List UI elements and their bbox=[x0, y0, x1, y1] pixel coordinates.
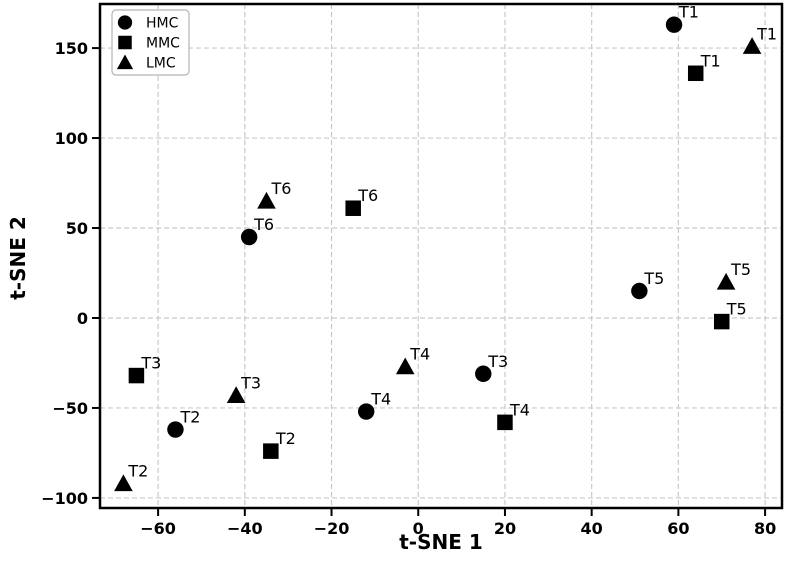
lmc-t5-marker bbox=[716, 272, 736, 290]
mmc-t6-marker bbox=[345, 200, 361, 216]
lmc-t6-marker bbox=[257, 191, 276, 209]
point-label-lmc-t4: T4 bbox=[409, 345, 430, 364]
legend: HMC MMC LMC bbox=[111, 9, 190, 76]
legend-box bbox=[111, 9, 190, 76]
mmc-t2-marker bbox=[263, 443, 279, 459]
point-label-mmc-t5: T5 bbox=[726, 300, 747, 319]
point-label-mmc-t6: T6 bbox=[357, 186, 378, 205]
x-tick-label: 0 bbox=[413, 519, 424, 538]
mmc-t3-marker bbox=[128, 367, 145, 384]
y-tick-label: 0 bbox=[77, 309, 88, 328]
point-label-hmc-t5: T5 bbox=[643, 269, 664, 288]
legend-triangle-icon bbox=[116, 54, 134, 70]
point-label-lmc-t2: T2 bbox=[127, 462, 148, 481]
y-tick-label: 50 bbox=[66, 219, 88, 238]
point-label-hmc-t2: T2 bbox=[179, 408, 200, 427]
y-tick-label: 150 bbox=[55, 39, 88, 58]
grid-layer bbox=[100, 4, 782, 508]
legend-label-lmc: LMC bbox=[146, 56, 176, 72]
y-axis-label: t-SNE 2 bbox=[6, 216, 30, 300]
y-tick-label: 100 bbox=[55, 129, 88, 148]
point-label-hmc-t1: T1 bbox=[678, 3, 699, 22]
legend-label-mmc: MMC bbox=[146, 36, 180, 52]
x-tick-label: −40 bbox=[227, 519, 263, 538]
x-tick-label: 60 bbox=[667, 519, 689, 538]
hmc-t6-marker bbox=[240, 228, 258, 246]
point-label-hmc-t4: T4 bbox=[370, 390, 391, 409]
hmc-t5-marker bbox=[631, 282, 648, 300]
y-tick-label: −50 bbox=[52, 399, 88, 418]
plot-border bbox=[98, 2, 784, 510]
hmc-t4-marker bbox=[357, 403, 375, 420]
point-label-mmc-t3: T3 bbox=[140, 354, 161, 373]
hmc-t3-marker bbox=[475, 365, 492, 382]
point-label-mmc-t1: T1 bbox=[700, 51, 721, 70]
point-label-hmc-t6: T6 bbox=[253, 215, 274, 234]
point-label-mmc-t4: T4 bbox=[509, 400, 530, 419]
mmc-t5-marker bbox=[713, 313, 730, 330]
y-tick-label: −100 bbox=[41, 489, 88, 508]
point-label-hmc-t3: T3 bbox=[487, 352, 508, 371]
lmc-t2-marker bbox=[114, 474, 133, 492]
hmc-t1-marker bbox=[665, 16, 683, 33]
point-label-lmc-t6: T6 bbox=[270, 179, 291, 198]
x-tick-label: 40 bbox=[581, 519, 603, 538]
lmc-t1-marker bbox=[742, 37, 762, 54]
hmc-t2-marker bbox=[167, 421, 184, 438]
point-label-lmc-t5: T5 bbox=[730, 260, 751, 279]
x-tick-label: −60 bbox=[140, 519, 176, 538]
x-axis-label: t-SNE 1 bbox=[399, 530, 483, 554]
legend-square-icon bbox=[118, 35, 132, 50]
point-label-lmc-t3: T3 bbox=[240, 373, 261, 392]
tick-layer: −60 −40 −20 0 20 40 60 80 −100 −50 0 50 100 150 bbox=[41, 39, 776, 538]
mmc-t1-marker bbox=[687, 65, 704, 82]
legend-label-hmc: HMC bbox=[146, 16, 179, 32]
x-tick-label: 80 bbox=[754, 519, 776, 538]
point-label-mmc-t2: T2 bbox=[275, 429, 296, 448]
point-label-lmc-t1: T1 bbox=[756, 24, 777, 43]
legend-circle-icon bbox=[117, 15, 133, 30]
mmc-t4-marker bbox=[497, 414, 513, 431]
x-tick-label: −20 bbox=[314, 519, 350, 538]
points-layer: T1 T2 T3 T4 T5 T6 T1 T2 T3 T4 T5 T6 T1 T2 T3 T4 T5 T6 bbox=[114, 3, 777, 492]
x-tick-label: 20 bbox=[494, 519, 516, 538]
lmc-t4-marker bbox=[395, 357, 415, 375]
lmc-t3-marker bbox=[226, 386, 246, 404]
